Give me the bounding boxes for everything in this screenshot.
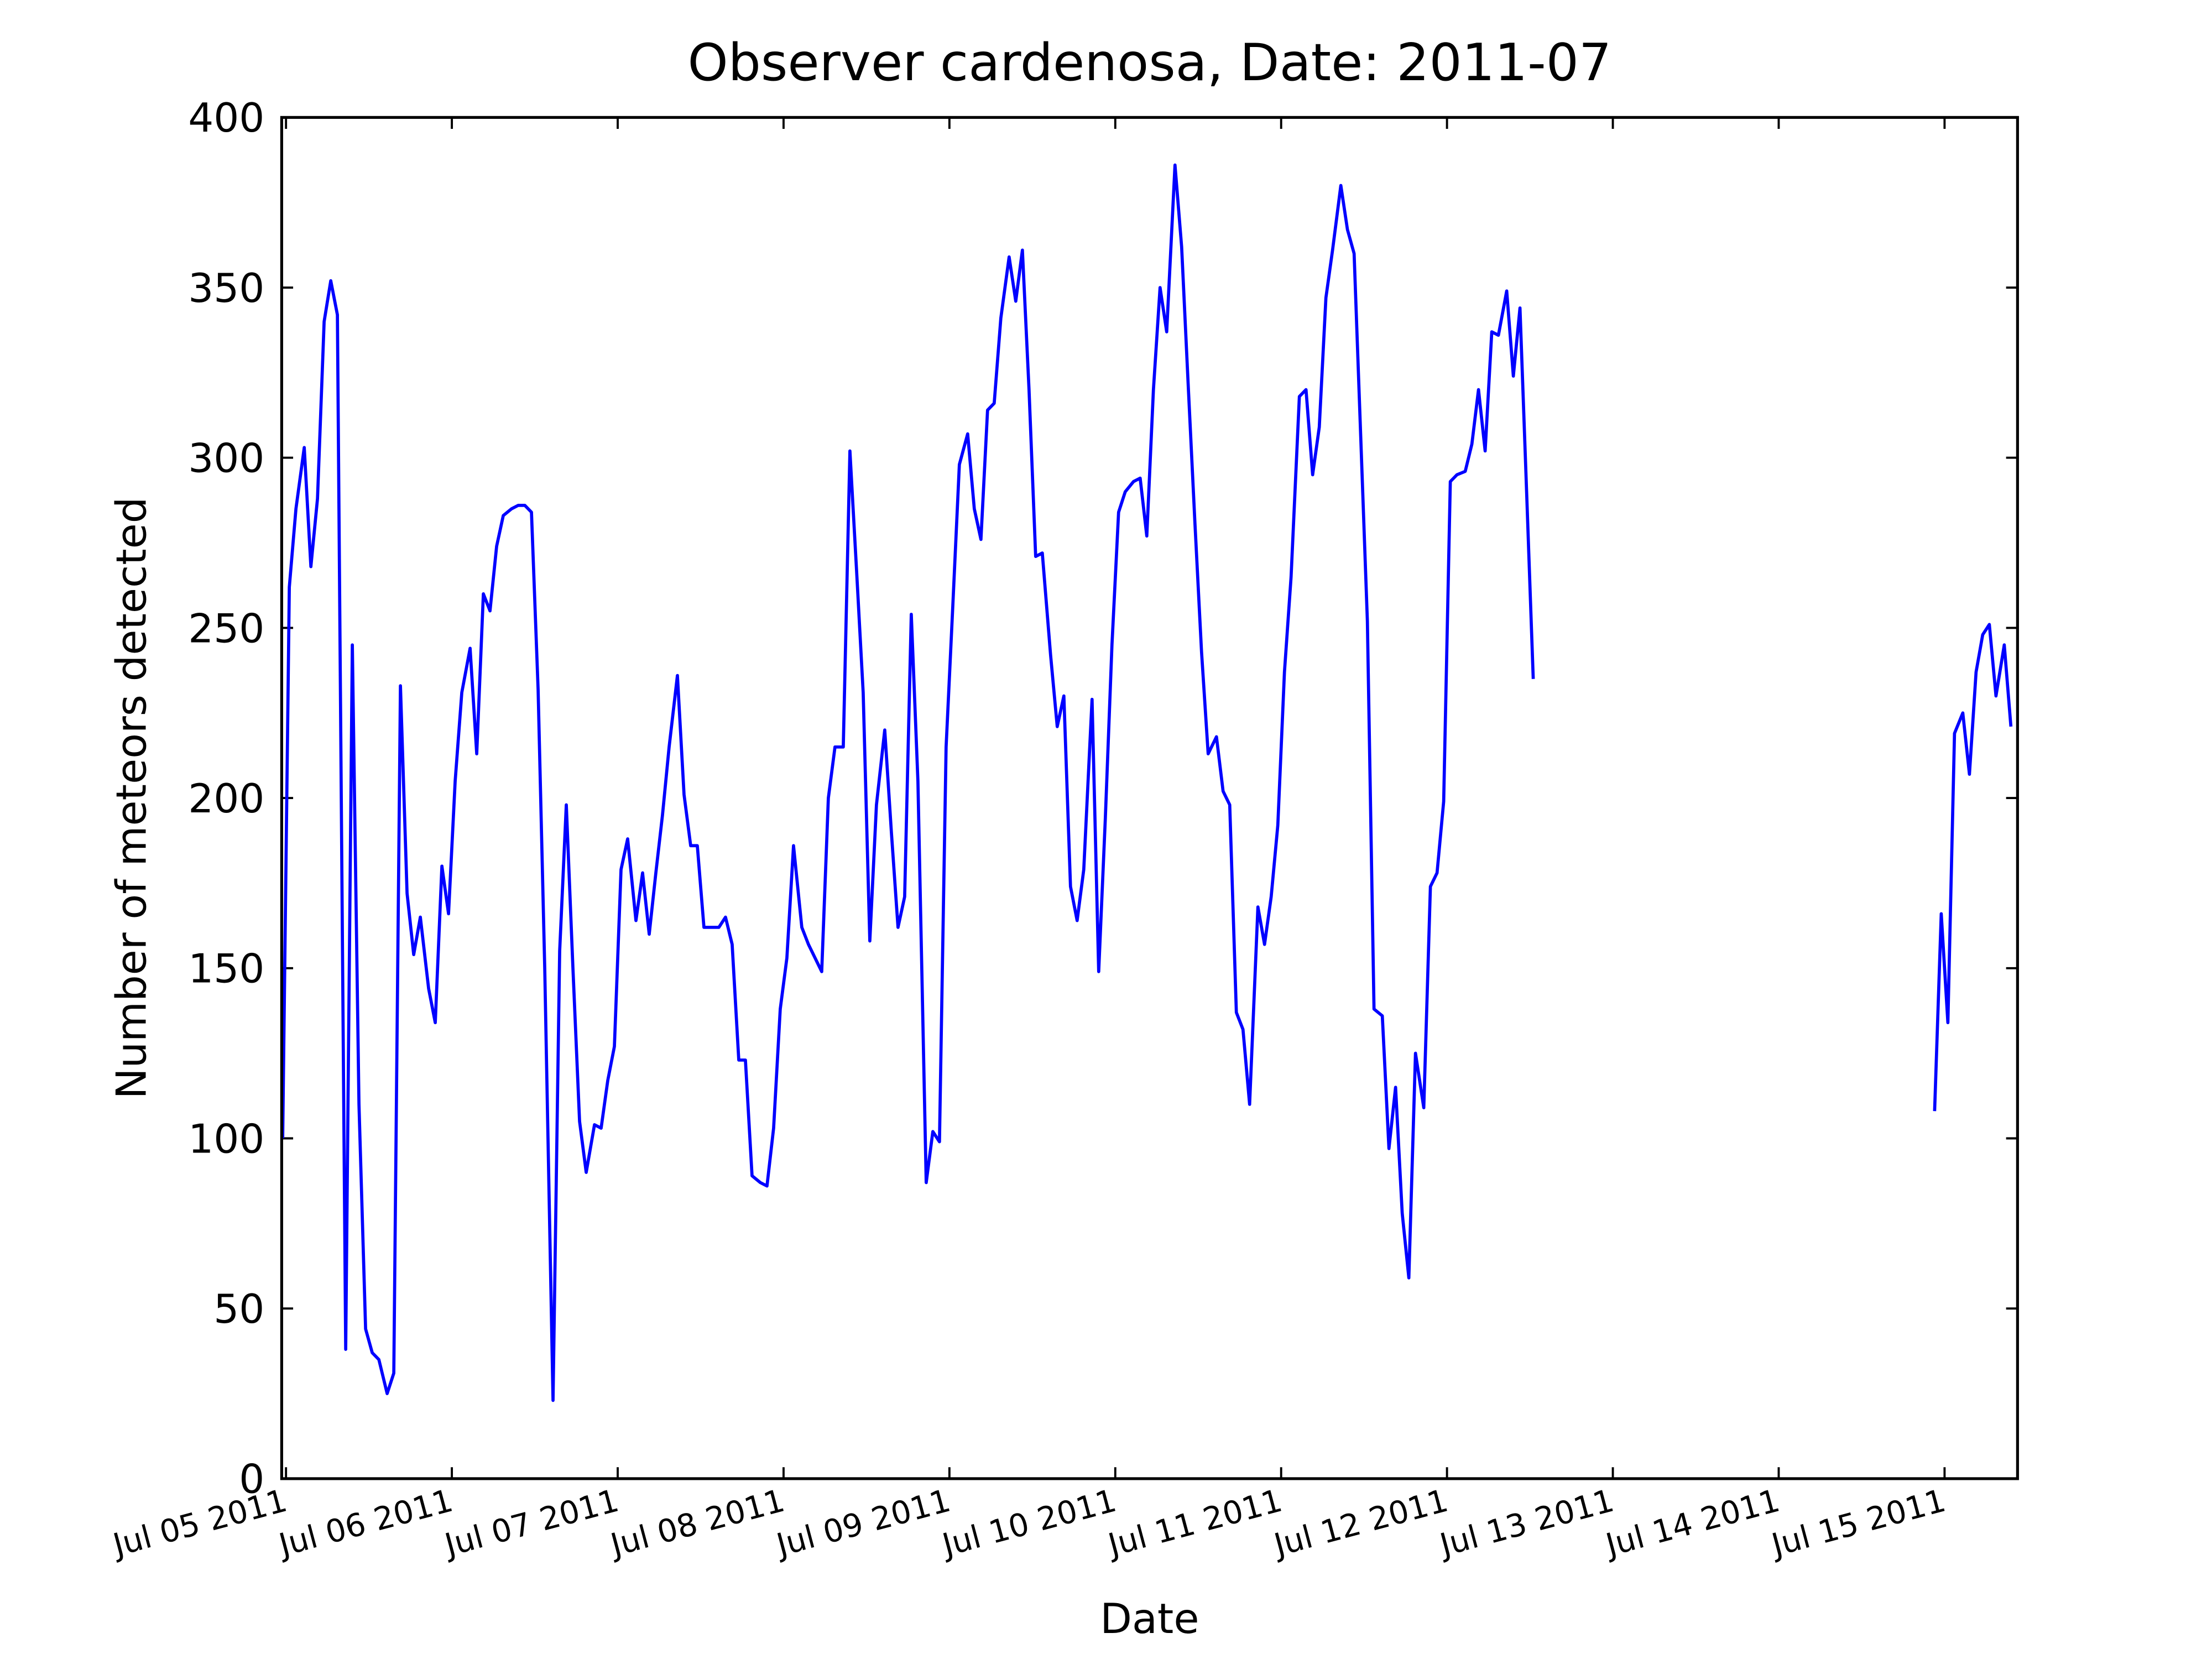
x-tick-label: Jul 06 2011 (274, 1483, 457, 1564)
y-tick-label: 0 (239, 1457, 264, 1503)
y-tick-label: 250 (188, 606, 264, 652)
x-tick-label: Jul 15 2011 (1766, 1483, 1949, 1564)
y-tick-label: 200 (188, 776, 264, 822)
y-tick-label: 50 (213, 1286, 264, 1333)
x-tick-label: Jul 07 2011 (440, 1483, 623, 1564)
y-tick-label: 300 (188, 436, 264, 482)
x-axis-label: Date (1100, 1594, 1199, 1643)
x-tick-label: Jul 13 2011 (1434, 1483, 1618, 1564)
y-tick-label: 100 (188, 1116, 264, 1162)
x-tick-label: Jul 12 2011 (1269, 1483, 1452, 1564)
y-tick-label: 150 (188, 946, 264, 993)
x-tick-label: Jul 09 2011 (771, 1483, 954, 1564)
x-tick-label: Jul 10 2011 (937, 1483, 1120, 1564)
x-tick-label: Jul 05 2011 (108, 1483, 291, 1564)
x-tick-label: Jul 08 2011 (606, 1483, 789, 1564)
y-tick-label: 400 (188, 95, 264, 142)
plot-frame (280, 116, 2019, 1480)
x-tick-label: Jul 14 2011 (1600, 1483, 1783, 1564)
y-tick-label: 350 (188, 265, 264, 312)
y-axis-label: Number of meteors detected (107, 497, 156, 1099)
data-line (281, 163, 2013, 1402)
chart-title: Observer cardenosa, Date: 2011-07 (687, 33, 1611, 92)
x-tick-label: Jul 11 2011 (1103, 1483, 1286, 1564)
